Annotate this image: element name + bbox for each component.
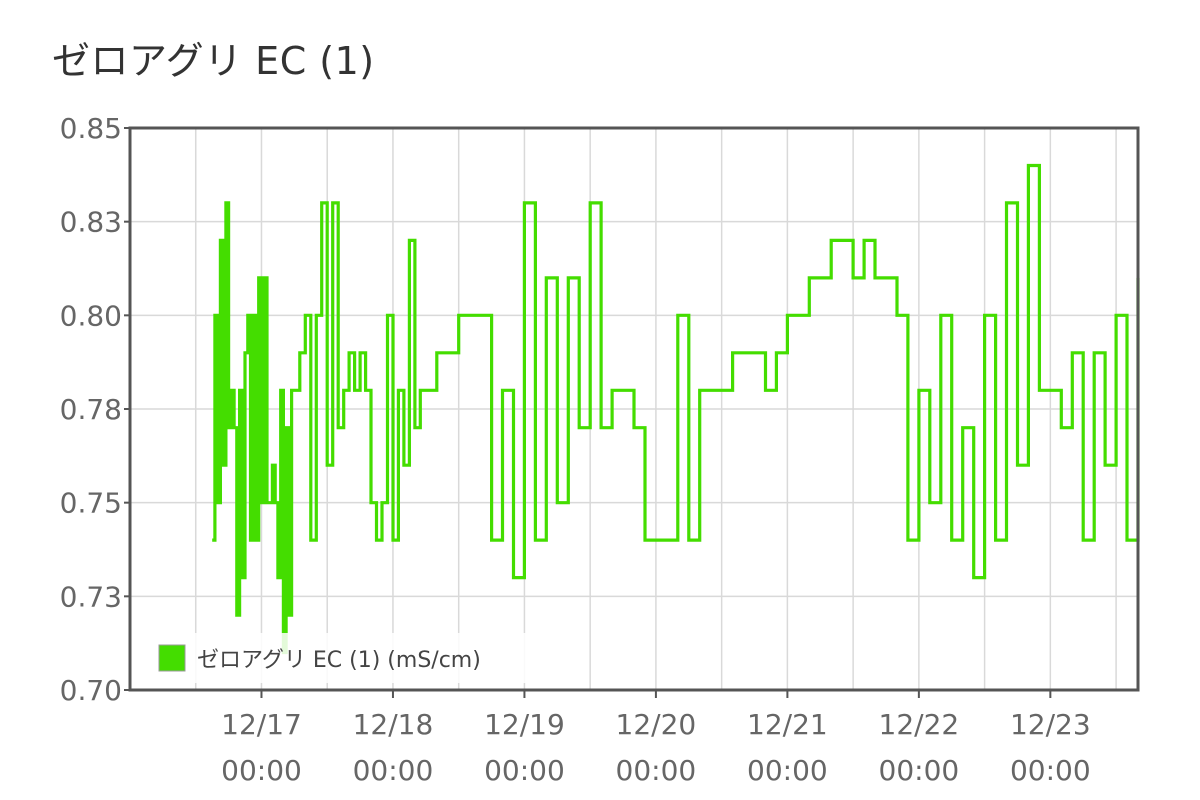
y-tick-label: 0.73: [60, 580, 122, 613]
x-tick-label-time: 00:00: [353, 754, 434, 787]
legend-entry: ゼロアグリ EC (1) (mS/cm): [197, 648, 481, 673]
y-tick-label: 0.78: [60, 393, 122, 426]
x-tick-label-time: 00:00: [616, 754, 697, 787]
x-tick-label-date: 12/17: [221, 708, 302, 741]
y-tick-label: 0.70: [60, 674, 122, 707]
y-axis: 0.85 0.83 0.80 0.78 0.75 0.73 0.70: [60, 112, 130, 707]
legend-swatch: [158, 644, 186, 672]
x-tick-label-time: 00:00: [747, 754, 828, 787]
legend: ゼロアグリ EC (1) (mS/cm): [155, 633, 575, 683]
x-tick-label-date: 12/23: [1010, 708, 1091, 741]
x-tick-label-date: 12/19: [484, 708, 565, 741]
y-tick-label: 0.80: [60, 299, 122, 332]
y-tick-label: 0.75: [60, 487, 122, 520]
series-line: [212, 163, 1140, 655]
x-tick-label-time: 00:00: [1010, 754, 1091, 787]
legend-box: [155, 633, 575, 683]
x-tick-label-date: 12/18: [353, 708, 434, 741]
x-tick-label-date: 12/21: [747, 708, 828, 741]
plot-frame: [128, 126, 1140, 692]
plot-area: [212, 163, 1140, 655]
x-axis: 12/17 00:00 12/18 00:00 12/19 00:00 12/20 00:00…: [221, 690, 1091, 787]
x-tick-label-date: 12/22: [879, 708, 960, 741]
y-tick-label: 0.85: [60, 112, 122, 145]
y-tick-label: 0.83: [60, 206, 122, 239]
x-tick-label-date: 12/20: [616, 708, 697, 741]
x-tick-label-time: 00:00: [221, 754, 302, 787]
x-tick-label-time: 00:00: [484, 754, 565, 787]
x-tick-label-time: 00:00: [879, 754, 960, 787]
chart-title: ゼロアグリ EC (1): [52, 39, 375, 83]
